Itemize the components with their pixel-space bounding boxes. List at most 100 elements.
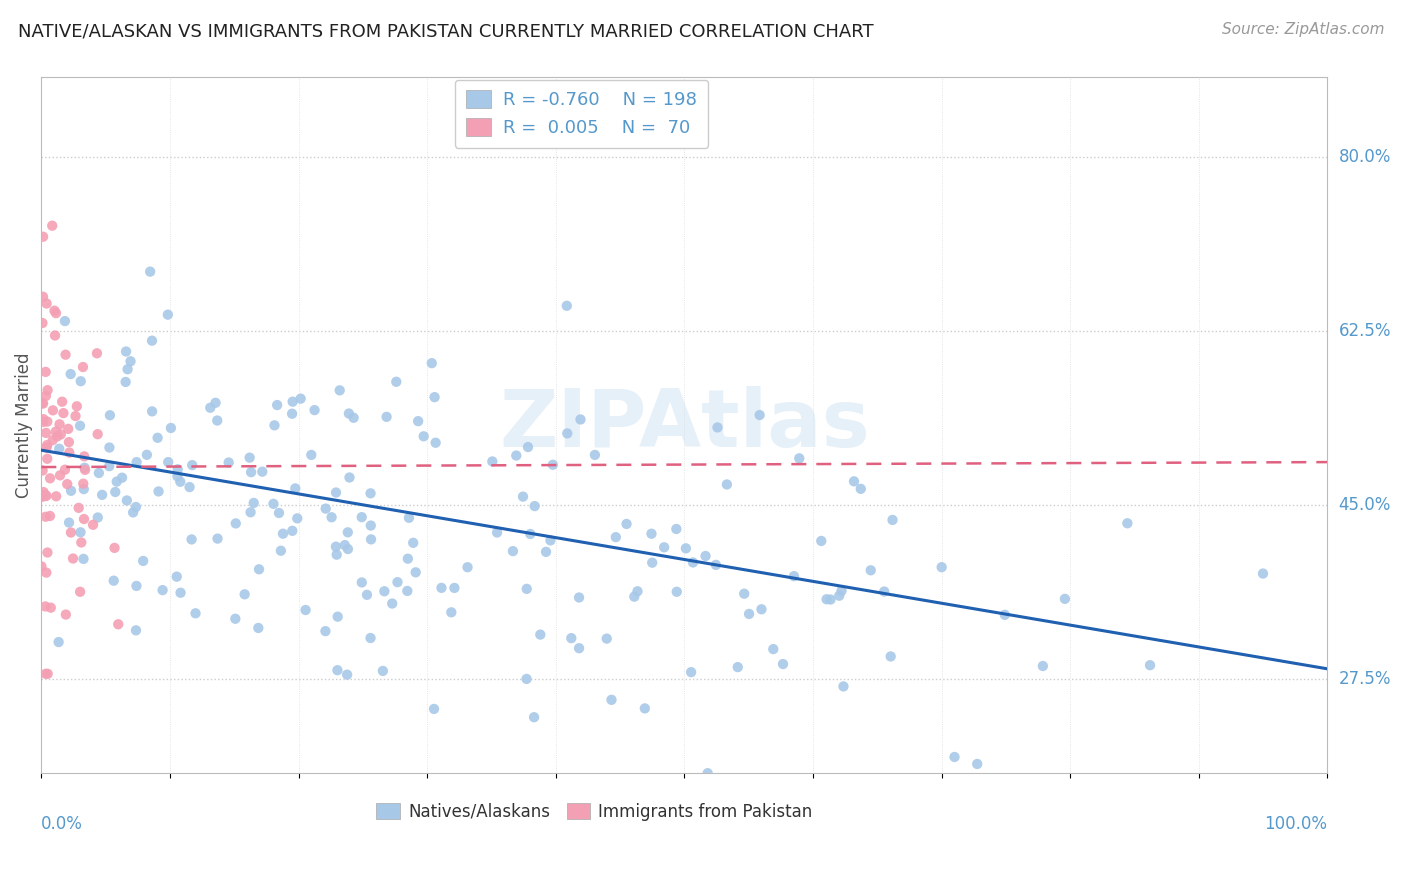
Point <box>41 219 63 233</box>
Point <box>58 516 80 530</box>
Point <box>65 409 87 423</box>
Point <box>107 617 129 632</box>
Point <box>360 486 382 500</box>
Point <box>994 607 1017 622</box>
Point <box>34 365 56 379</box>
Point <box>350 575 373 590</box>
Point <box>72 476 94 491</box>
Point <box>675 541 697 556</box>
Point <box>402 536 425 550</box>
Point <box>314 624 336 639</box>
Point <box>139 265 162 279</box>
Point <box>75 463 97 477</box>
Point <box>285 511 308 525</box>
Point <box>55 607 77 622</box>
Point <box>733 587 755 601</box>
Point <box>218 455 240 469</box>
Point <box>166 462 188 476</box>
Point <box>45 306 67 320</box>
Point <box>820 592 842 607</box>
Point <box>35 566 58 580</box>
Point <box>430 581 453 595</box>
Point <box>45 489 67 503</box>
Point <box>375 409 398 424</box>
Text: 100.0%: 100.0% <box>1264 815 1327 833</box>
Point <box>53 463 76 477</box>
Point <box>519 527 541 541</box>
Point <box>141 404 163 418</box>
Point <box>529 627 551 641</box>
Point <box>420 356 443 370</box>
Point <box>966 756 988 771</box>
Point <box>681 665 703 680</box>
Point <box>204 396 226 410</box>
Point <box>304 403 326 417</box>
Point <box>634 701 657 715</box>
Point <box>695 549 717 563</box>
Point <box>486 525 509 540</box>
Point <box>69 525 91 540</box>
Point <box>267 506 290 520</box>
Point <box>605 530 627 544</box>
Point <box>44 303 66 318</box>
Point <box>1116 516 1139 531</box>
Point <box>396 551 419 566</box>
Point <box>828 589 851 603</box>
Point <box>240 465 263 479</box>
Point <box>516 672 538 686</box>
Point <box>568 591 591 605</box>
Point <box>41 433 63 447</box>
Point <box>665 584 688 599</box>
Point <box>98 409 121 423</box>
Point <box>157 455 180 469</box>
Point <box>517 440 540 454</box>
Point <box>49 427 72 442</box>
Point <box>266 398 288 412</box>
Point <box>326 663 349 677</box>
Point <box>32 396 55 410</box>
Point <box>58 435 80 450</box>
Point <box>336 667 359 681</box>
Text: 27.5%: 27.5% <box>1339 670 1391 688</box>
Point <box>481 454 503 468</box>
Point <box>849 482 872 496</box>
Point <box>412 429 434 443</box>
Point <box>270 543 292 558</box>
Point <box>37 666 59 681</box>
Point <box>762 642 785 657</box>
Point <box>114 375 136 389</box>
Point <box>325 485 347 500</box>
Point <box>73 482 96 496</box>
Point <box>716 477 738 491</box>
Point <box>49 468 72 483</box>
Point <box>45 425 67 439</box>
Point <box>53 314 76 328</box>
Point <box>37 415 59 429</box>
Point <box>111 471 134 485</box>
Point <box>350 510 373 524</box>
Point <box>325 540 347 554</box>
Point <box>360 631 382 645</box>
Point <box>381 597 404 611</box>
Point <box>132 554 155 568</box>
Point <box>423 390 446 404</box>
Point <box>336 525 359 540</box>
Point <box>48 417 70 432</box>
Point <box>200 401 222 415</box>
Point <box>425 435 447 450</box>
Point <box>239 450 262 465</box>
Point <box>1139 658 1161 673</box>
Point <box>682 556 704 570</box>
Point <box>160 421 183 435</box>
Point <box>58 445 80 459</box>
Point <box>842 475 865 489</box>
Point <box>35 425 58 440</box>
Text: 45.0%: 45.0% <box>1339 496 1391 514</box>
Point <box>284 482 307 496</box>
Point <box>34 509 56 524</box>
Point <box>52 406 75 420</box>
Point <box>943 750 966 764</box>
Text: ZIPAtlas: ZIPAtlas <box>499 386 870 465</box>
Point <box>31 396 53 410</box>
Point <box>831 583 853 598</box>
